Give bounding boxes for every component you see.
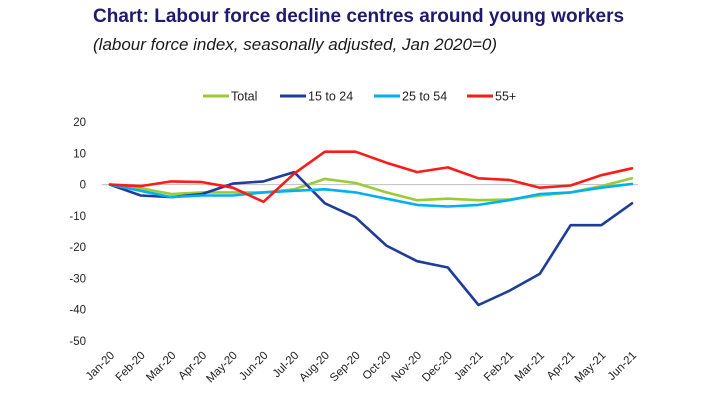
legend-label-55-: 55+ [495, 90, 516, 104]
y-tick-label: 10 [73, 148, 86, 160]
legend-label-25-to-54: 25 to 54 [402, 90, 447, 104]
x-tick-label: May-20 [204, 350, 240, 386]
x-tick-label: Mar-21 [513, 350, 547, 384]
y-tick-label: -30 [69, 273, 86, 285]
x-tick-label: Jun-21 [606, 350, 639, 383]
x-tick-label: Jun-20 [237, 350, 270, 383]
x-tick-label: Sep-20 [328, 350, 363, 385]
x-tick-label: May-21 [573, 350, 609, 386]
x-tick-label: Nov-20 [389, 350, 424, 385]
x-tick-label: Feb-20 [114, 350, 148, 384]
y-tick-label: -50 [69, 336, 86, 348]
legend-label-15-to-24: 15 to 24 [308, 90, 353, 104]
y-tick-label: -20 [69, 242, 86, 254]
x-tick-label: Oct-20 [361, 350, 394, 383]
legend-label-total: Total [231, 90, 257, 104]
x-tick-label: Jan-20 [84, 350, 117, 383]
y-tick-label: 20 [73, 117, 86, 129]
x-tick-label: Jan-21 [452, 350, 485, 383]
x-tick-label: Feb-21 [482, 350, 516, 384]
y-tick-label: 0 [80, 180, 86, 192]
chart-legend: Total 15 to 24 25 to 54 55+ [203, 90, 516, 104]
x-tick-label: Aug-20 [297, 350, 332, 385]
chart-subtitle: (labour force index, seasonally adjusted… [93, 35, 498, 54]
y-axis: 20 10 0 -10 -20 -30 -40 -50 [69, 117, 86, 348]
chart-title: Chart: Labour force decline centres arou… [93, 6, 625, 27]
series-lines [108, 150, 634, 307]
x-tick-label: Dec-20 [420, 350, 455, 385]
series-line-25-to-54 [108, 182, 634, 208]
x-tick-label: Mar-20 [144, 350, 178, 384]
series-line-55- [108, 150, 634, 204]
y-tick-label: -40 [69, 305, 86, 317]
y-tick-label: -10 [69, 211, 86, 223]
